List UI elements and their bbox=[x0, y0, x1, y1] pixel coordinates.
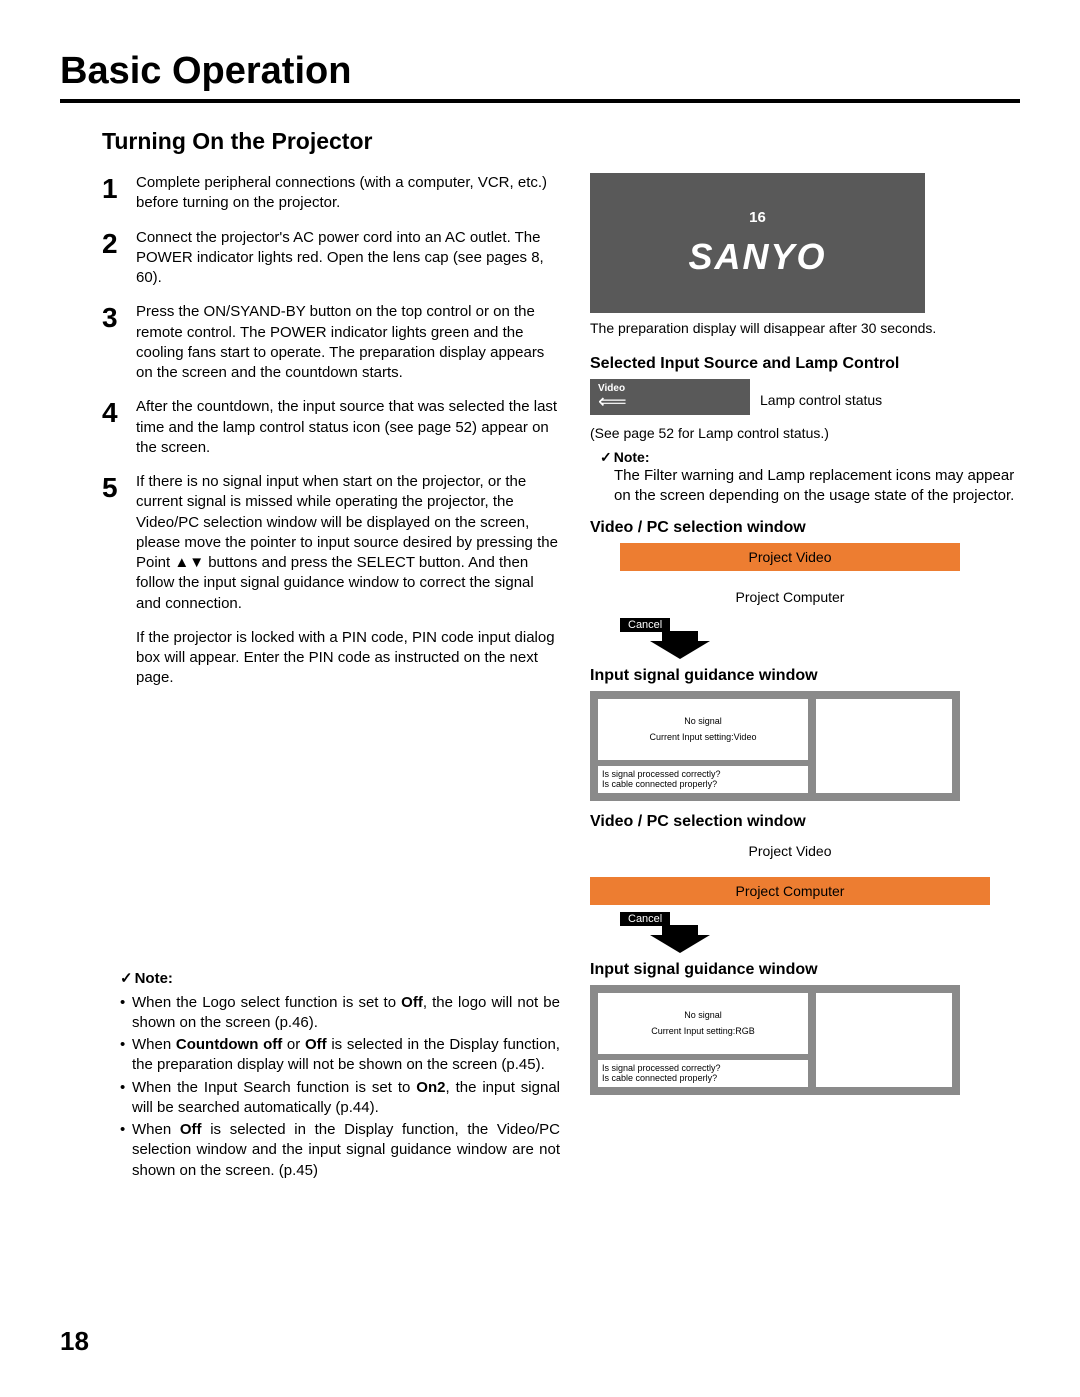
step-number: 1 bbox=[102, 173, 136, 214]
step-number: 4 bbox=[102, 397, 136, 458]
arrow-down-icon bbox=[650, 935, 710, 953]
guidance-status-panel: No signal Current Input setting:RGB bbox=[598, 993, 808, 1053]
project-video-option[interactable]: Project Video bbox=[620, 543, 960, 571]
cancel-button[interactable]: Cancel bbox=[620, 618, 670, 632]
section-heading: Input signal guidance window bbox=[590, 961, 1020, 979]
subtitle: Turning On the Projector bbox=[102, 128, 1020, 155]
page-title: Basic Operation bbox=[60, 50, 1020, 99]
right-column: 16 SANYO The preparation display will di… bbox=[590, 173, 1020, 1183]
title-rule: Basic Operation bbox=[60, 50, 1020, 103]
step: 4 After the countdown, the input source … bbox=[102, 397, 560, 458]
note-heading: Note: bbox=[600, 449, 1020, 466]
step-text: If there is no signal input when start o… bbox=[136, 472, 560, 614]
guidance-window: No signal Current Input setting:RGB Is s… bbox=[590, 985, 960, 1095]
lamp-status-text: Lamp control status bbox=[760, 392, 882, 408]
see-page-ref: (See page 52 for Lamp control status.) bbox=[590, 425, 1020, 441]
step: 2 Connect the projector's AC power cord … bbox=[102, 228, 560, 289]
step-text: Press the ON/SYAND-BY button on the top … bbox=[136, 302, 560, 383]
section-heading: Video / PC selection window bbox=[590, 813, 1020, 831]
question-text: Is cable connected properly? bbox=[602, 1073, 804, 1084]
guidance-status-panel: No signal Current Input setting:Video bbox=[598, 699, 808, 759]
note-text: The Filter warning and Lamp replacement … bbox=[614, 466, 1020, 505]
project-computer-option[interactable]: Project Computer bbox=[620, 583, 960, 611]
selection-window: Project Video Project Computer bbox=[620, 543, 1020, 611]
no-signal-text: No signal bbox=[600, 716, 806, 726]
input-source-label: Video bbox=[598, 383, 625, 394]
guidance-question-panel: Is signal processed correctly? Is cable … bbox=[598, 1060, 808, 1088]
project-computer-option[interactable]: Project Computer bbox=[590, 877, 990, 905]
step: 5 If there is no signal input when start… bbox=[102, 472, 560, 614]
input-source-box: Video ⟸ bbox=[590, 379, 750, 415]
project-video-option[interactable]: Project Video bbox=[620, 837, 960, 865]
note-item: When Off is selected in the Display func… bbox=[120, 1120, 560, 1181]
step-number: 5 bbox=[102, 472, 136, 614]
pin-paragraph: If the projector is locked with a PIN co… bbox=[136, 628, 560, 689]
question-text: Is cable connected properly? bbox=[602, 779, 804, 790]
section-heading: Selected Input Source and Lamp Control bbox=[590, 355, 1020, 373]
section-heading: Video / PC selection window bbox=[590, 519, 1020, 537]
note-list: When the Logo select function is set to … bbox=[120, 993, 560, 1181]
section-heading: Input signal guidance window bbox=[590, 667, 1020, 685]
preparation-display: 16 SANYO bbox=[590, 173, 925, 313]
step-number: 2 bbox=[102, 228, 136, 289]
input-source-row: Video ⟸ Lamp control status bbox=[590, 379, 1020, 421]
countdown-number: 16 bbox=[749, 209, 766, 226]
input-setting-text: Current Input setting:Video bbox=[600, 732, 806, 742]
note-block: Note: When the Logo select function is s… bbox=[120, 969, 560, 1181]
page-number: 18 bbox=[60, 1326, 89, 1357]
note-item: When the Input Search function is set to… bbox=[120, 1078, 560, 1119]
step: 3 Press the ON/SYAND-BY button on the to… bbox=[102, 302, 560, 383]
note-heading: Note: bbox=[120, 969, 560, 987]
guidance-window: No signal Current Input setting:Video Is… bbox=[590, 691, 960, 801]
step-number: 3 bbox=[102, 302, 136, 383]
guidance-right-panel bbox=[816, 993, 952, 1087]
step-text: After the countdown, the input source th… bbox=[136, 397, 560, 458]
logo-caption: The preparation display will disappear a… bbox=[590, 319, 1020, 337]
question-text: Is signal processed correctly? bbox=[602, 769, 804, 780]
note-item: When the Logo select function is set to … bbox=[120, 993, 560, 1034]
question-text: Is signal processed correctly? bbox=[602, 1063, 804, 1074]
no-signal-text: No signal bbox=[600, 1010, 806, 1020]
step-text: Complete peripheral connections (with a … bbox=[136, 173, 560, 214]
selection-window: Project Video Project Computer bbox=[620, 837, 1020, 905]
step: 1 Complete peripheral connections (with … bbox=[102, 173, 560, 214]
step-text: Connect the projector's AC power cord in… bbox=[136, 228, 560, 289]
cancel-button[interactable]: Cancel bbox=[620, 912, 670, 926]
input-setting-text: Current Input setting:RGB bbox=[600, 1026, 806, 1036]
guidance-right-panel bbox=[816, 699, 952, 793]
brand-logo: SANYO bbox=[688, 236, 826, 278]
note-item: When Countdown off or Off is selected in… bbox=[120, 1035, 560, 1076]
left-column: 1 Complete peripheral connections (with … bbox=[60, 173, 560, 1183]
guidance-question-panel: Is signal processed correctly? Is cable … bbox=[598, 766, 808, 794]
arrow-down-icon bbox=[650, 641, 710, 659]
note-block: Note: The Filter warning and Lamp replac… bbox=[600, 449, 1020, 505]
